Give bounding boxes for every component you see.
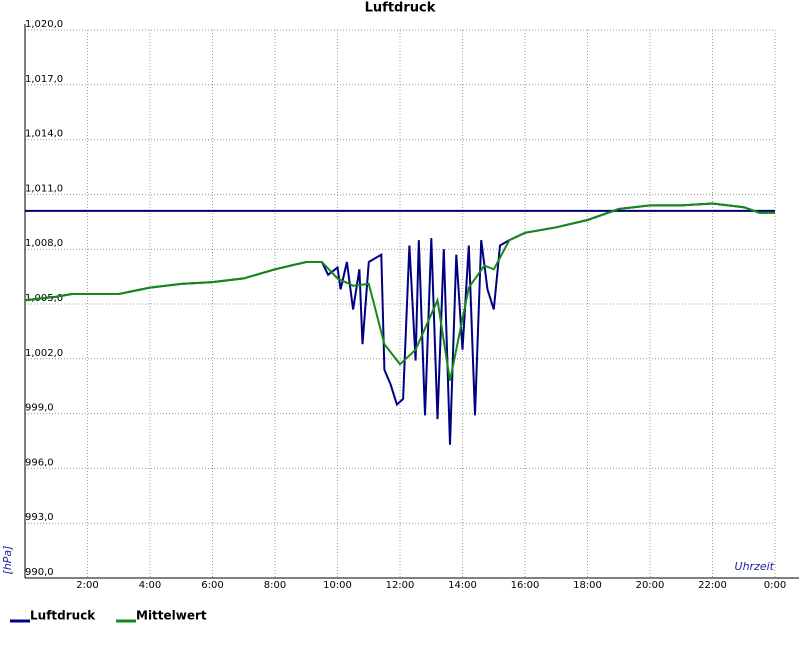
y-tick-label: 1,017,0 (25, 74, 63, 85)
y-tick-label: 993,0 (25, 512, 54, 523)
x-tick-label: 22:00 (698, 580, 727, 591)
y-tick-label: 1,008,0 (25, 238, 63, 249)
x-tick-label: 12:00 (386, 580, 415, 591)
y-tick-label: 1,014,0 (25, 129, 63, 140)
x-tick-label: 16:00 (511, 580, 540, 591)
x-tick-label: 4:00 (139, 580, 161, 591)
x-tick-label: 6:00 (201, 580, 223, 591)
legend-label: Mittelwert (136, 609, 207, 623)
x-tick-label: 10:00 (323, 580, 352, 591)
x-tick-label: 20:00 (636, 580, 665, 591)
x-tick-label: 2:00 (76, 580, 98, 591)
series-line (24, 202, 775, 381)
chart-title: Luftdruck (365, 1, 436, 16)
y-axis-label: [hPa] (1, 546, 14, 575)
x-tick-label: 8:00 (264, 580, 286, 591)
y-tick-label: 990,0 (25, 567, 54, 578)
legend-label: Luftdruck (30, 609, 96, 623)
y-tick-label: 996,0 (25, 457, 54, 468)
x-tick-label: 18:00 (573, 580, 602, 591)
y-tick-label: 1,011,0 (25, 183, 63, 194)
x-tick-label: 14:00 (448, 580, 477, 591)
y-tick-label: 999,0 (25, 403, 54, 414)
y-tick-label: 1,020,0 (25, 19, 63, 30)
x-tick-label: 0:00 (764, 580, 786, 591)
y-tick-label: 1,002,0 (25, 348, 63, 359)
x-axis-label: Uhrzeit (735, 560, 775, 573)
